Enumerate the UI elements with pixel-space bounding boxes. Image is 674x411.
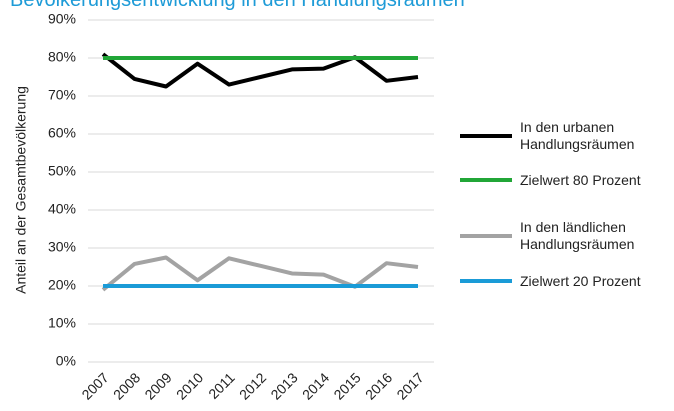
x-tick-label: 2009 <box>141 369 174 402</box>
x-tick-label: 2011 <box>205 369 238 402</box>
y-tick-label: 0% <box>56 353 76 369</box>
y-tick-label: 80% <box>48 49 76 65</box>
y-axis-label: Anteil an der Gesamtbevölkerung <box>13 86 29 294</box>
legend-item: Zielwert 20 Prozent <box>460 264 660 298</box>
y-tick-label: 50% <box>48 163 76 179</box>
legend-swatch <box>460 178 512 182</box>
legend-item: In den ländlichen Handlungsräumen <box>460 219 660 253</box>
x-tick-label: 2012 <box>236 369 269 402</box>
x-tick-label: 2014 <box>299 369 332 402</box>
y-tick-label: 30% <box>48 239 76 255</box>
y-tick-label: 70% <box>48 87 76 103</box>
x-tick-label: 2007 <box>78 369 111 402</box>
legend-label: Zielwert 20 Prozent <box>520 272 641 289</box>
x-tick-label: 2010 <box>173 369 206 402</box>
legend-item: Zielwert 80 Prozent <box>460 163 660 197</box>
y-tick-label: 10% <box>48 315 76 331</box>
legend-swatch <box>460 134 512 138</box>
y-tick-label: 60% <box>48 125 76 141</box>
legend-label: In den ländlichen Handlungsräumen <box>520 219 635 252</box>
series-line <box>101 255 419 292</box>
x-tick-label: 2013 <box>267 369 300 402</box>
x-tick-label: 2017 <box>393 369 426 402</box>
series-line <box>101 52 419 89</box>
y-tick-label: 90% <box>48 11 76 27</box>
legend-swatch <box>460 234 512 238</box>
chart-title: Bevölkerungsentwicklung in den Handlungs… <box>10 0 465 11</box>
legend-swatch <box>460 279 512 283</box>
x-tick-label: 2008 <box>110 369 143 402</box>
legend-label: Zielwert 80 Prozent <box>520 171 641 188</box>
x-tick-label: 2016 <box>362 369 395 402</box>
y-tick-label: 40% <box>48 201 76 217</box>
legend-item: In den urbanen Handlungsräumen <box>460 119 660 153</box>
y-tick-label: 20% <box>48 277 76 293</box>
x-tick-label: 2015 <box>330 369 363 402</box>
legend-label: In den urbanen Handlungsräumen <box>520 119 635 152</box>
